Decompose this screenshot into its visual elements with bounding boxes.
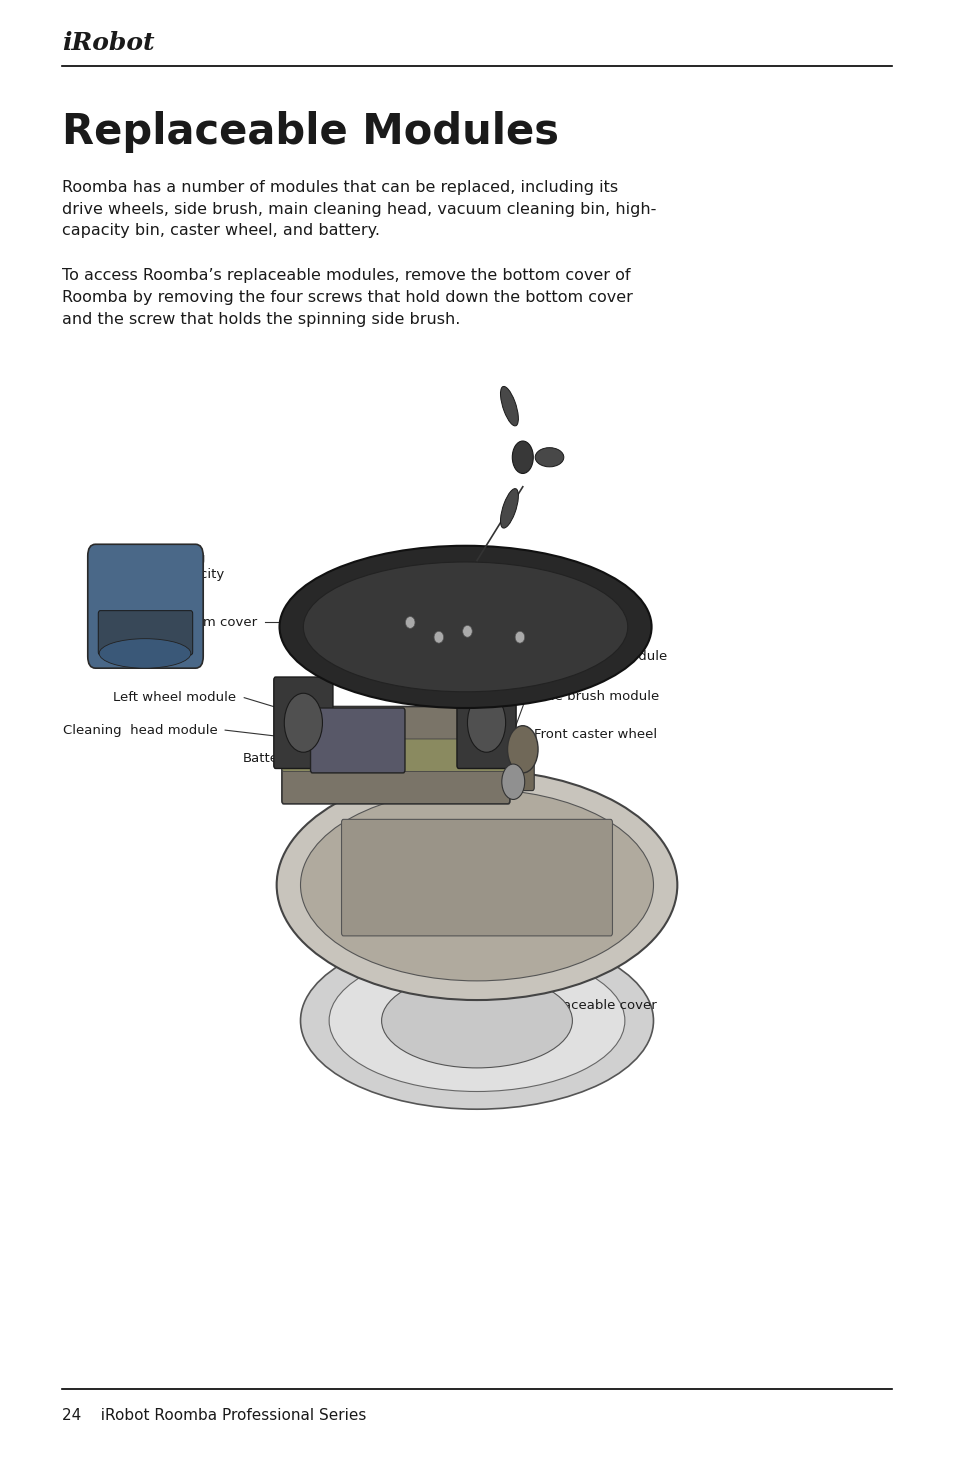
Text: Side brush module: Side brush module — [534, 690, 659, 702]
FancyBboxPatch shape — [281, 707, 509, 804]
Text: Vacuum cleaning
bin or high-capacity
bin module: Vacuum cleaning bin or high-capacity bin… — [91, 552, 224, 597]
Text: Front caster wheel: Front caster wheel — [534, 729, 657, 740]
Ellipse shape — [276, 770, 677, 1000]
Text: Battery: Battery — [242, 752, 292, 764]
Ellipse shape — [512, 441, 533, 473]
FancyBboxPatch shape — [456, 677, 516, 768]
Ellipse shape — [467, 693, 505, 752]
Text: Replaceable Modules: Replaceable Modules — [62, 111, 558, 152]
Text: iRobot: iRobot — [62, 31, 154, 55]
FancyBboxPatch shape — [281, 739, 509, 771]
Ellipse shape — [535, 448, 563, 466]
Ellipse shape — [515, 631, 524, 643]
Ellipse shape — [507, 726, 537, 773]
Ellipse shape — [99, 639, 191, 668]
Text: Chassis: Chassis — [534, 835, 584, 847]
Ellipse shape — [501, 764, 524, 799]
FancyBboxPatch shape — [274, 677, 333, 768]
FancyBboxPatch shape — [511, 743, 534, 791]
Ellipse shape — [329, 950, 624, 1092]
Ellipse shape — [381, 974, 572, 1068]
FancyBboxPatch shape — [341, 819, 612, 935]
Ellipse shape — [434, 631, 443, 643]
Ellipse shape — [300, 932, 653, 1109]
Text: 24    iRobot Roomba Professional Series: 24 iRobot Roomba Professional Series — [62, 1409, 366, 1423]
Text: Right wheel module: Right wheel module — [534, 650, 667, 662]
Ellipse shape — [300, 789, 653, 981]
Text: Roomba has a number of modules that can be replaced, including its
drive wheels,: Roomba has a number of modules that can … — [62, 180, 656, 237]
Text: Bottom cover: Bottom cover — [168, 617, 257, 628]
Ellipse shape — [500, 386, 517, 426]
Text: Cleaning  head module: Cleaning head module — [63, 724, 217, 736]
FancyBboxPatch shape — [311, 708, 404, 773]
Ellipse shape — [462, 625, 472, 637]
Text: Replaceable cover: Replaceable cover — [534, 1000, 657, 1012]
Text: Left wheel module: Left wheel module — [113, 692, 236, 704]
Text: To access Roomba’s replaceable modules, remove the bottom cover of
Roomba by rem: To access Roomba’s replaceable modules, … — [62, 268, 632, 326]
FancyBboxPatch shape — [88, 544, 203, 668]
Ellipse shape — [284, 693, 322, 752]
Ellipse shape — [405, 617, 415, 628]
Ellipse shape — [500, 488, 517, 528]
Ellipse shape — [303, 562, 627, 692]
Ellipse shape — [279, 546, 651, 708]
FancyBboxPatch shape — [98, 611, 193, 655]
